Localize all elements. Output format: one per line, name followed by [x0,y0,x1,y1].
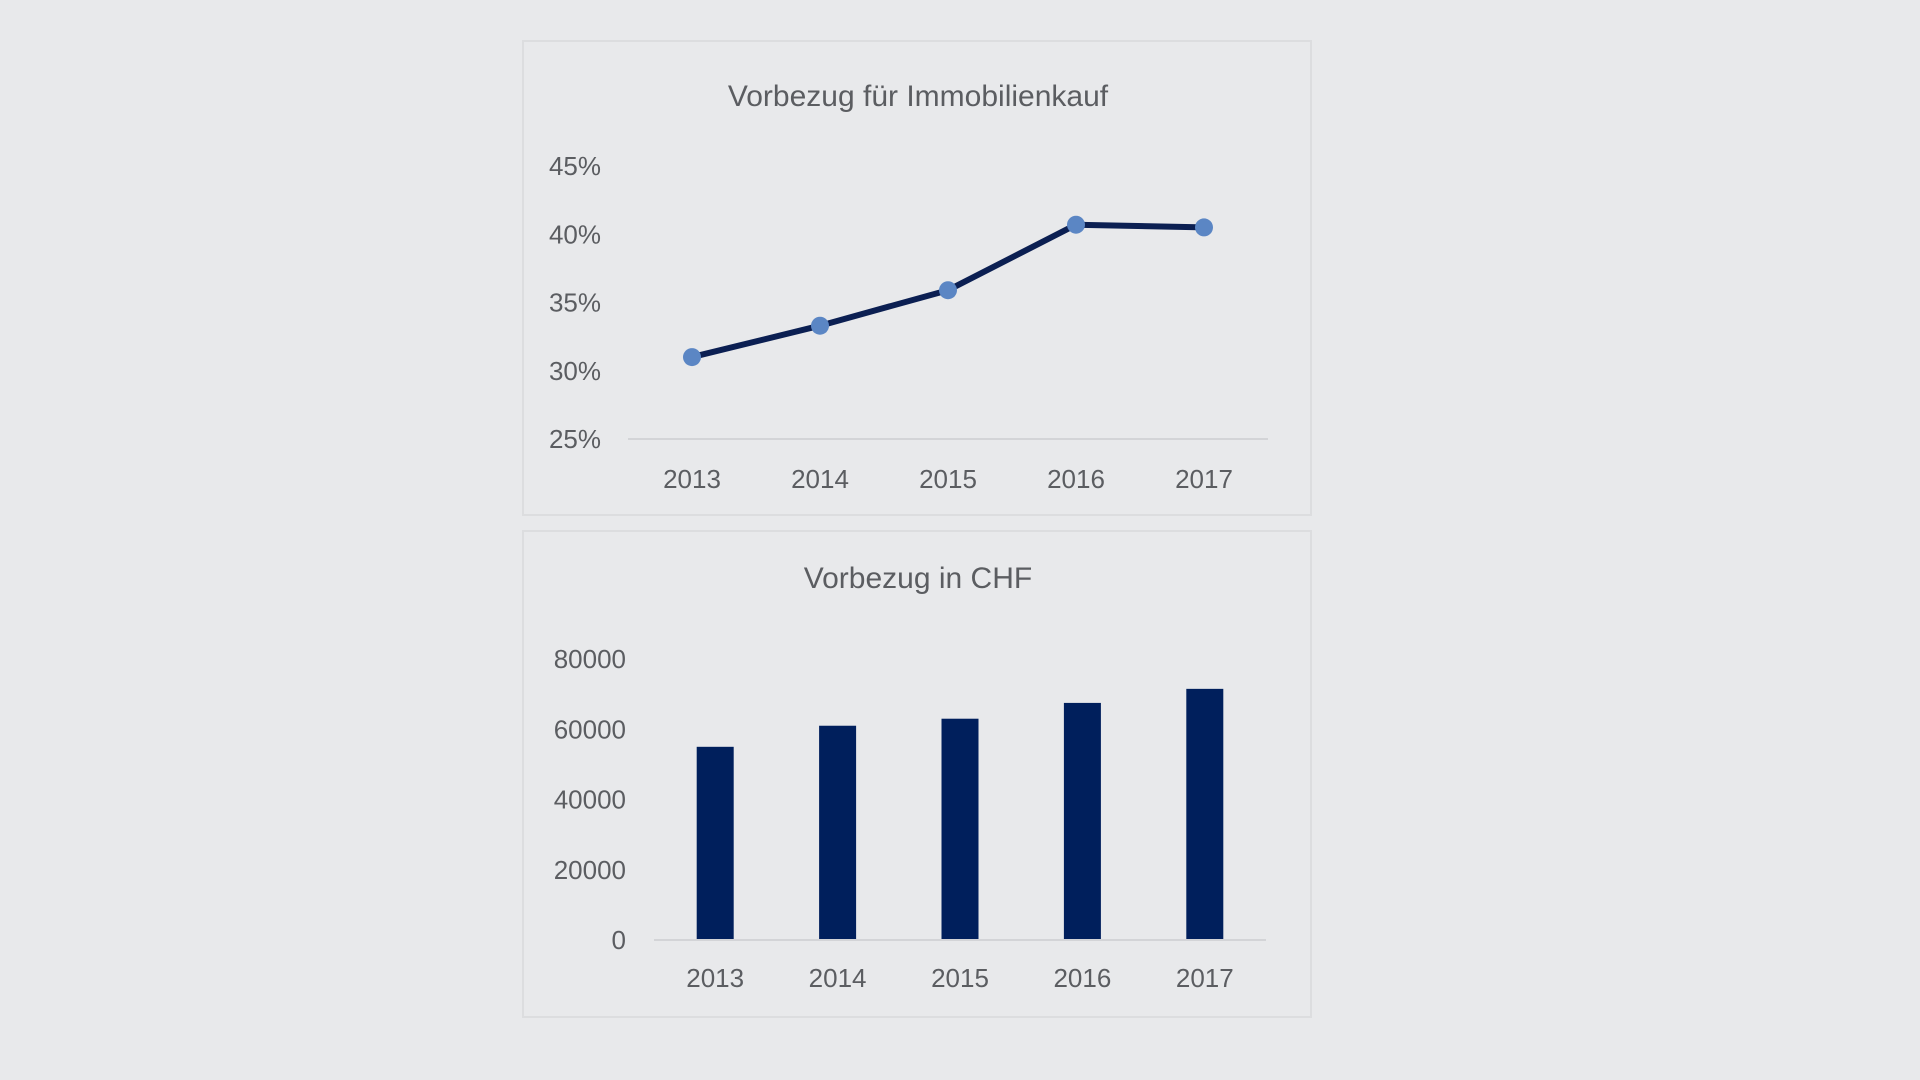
x-tick-label: 2014 [809,963,867,993]
x-tick-label: 2015 [931,963,989,993]
y-tick-label: 60000 [554,714,626,744]
data-point-marker [1067,215,1085,234]
x-tick-label: 2014 [791,464,849,494]
bar [941,718,979,940]
x-tick-label: 2016 [1053,963,1111,993]
x-tick-label: 2013 [663,464,721,494]
line-chart-panel: Vorbezug für Immobilienkauf 25% 30% 35% 40%… [522,40,1312,516]
line-chart: Vorbezug für Immobilienkauf 25% 30% 35% 40%… [549,80,1268,494]
x-tick-label: 2015 [919,464,977,494]
y-tick-label: 40% [549,219,601,249]
data-point-marker [1195,218,1213,237]
chart-title: Vorbezug in CHF [804,562,1032,595]
data-point-marker [683,348,701,367]
x-tick-label: 2016 [1047,464,1105,494]
y-tick-label: 40000 [554,785,626,815]
bar [1186,688,1224,940]
data-point-marker [811,316,829,335]
bar-chart-panel: Vorbezug in CHF 0 20000 40000 60000 80000 201… [522,530,1312,1018]
bar [1063,702,1101,940]
data-point-marker [939,281,957,300]
y-tick-label: 20000 [554,855,626,885]
bar-chart: Vorbezug in CHF 0 20000 40000 60000 80000 201… [554,562,1266,993]
y-tick-label: 30% [549,356,601,386]
chart-title: Vorbezug für Immobilienkauf [728,80,1109,113]
x-tick-label: 2017 [1175,464,1233,494]
y-tick-label: 80000 [554,644,626,674]
y-tick-label: 25% [549,424,601,454]
x-tick-label: 2017 [1176,963,1234,993]
bar [819,725,857,940]
y-tick-label: 0 [612,925,626,955]
y-tick-label: 35% [549,288,601,318]
x-tick-label: 2013 [686,963,744,993]
y-tick-label: 45% [549,151,601,181]
bar [696,746,734,940]
